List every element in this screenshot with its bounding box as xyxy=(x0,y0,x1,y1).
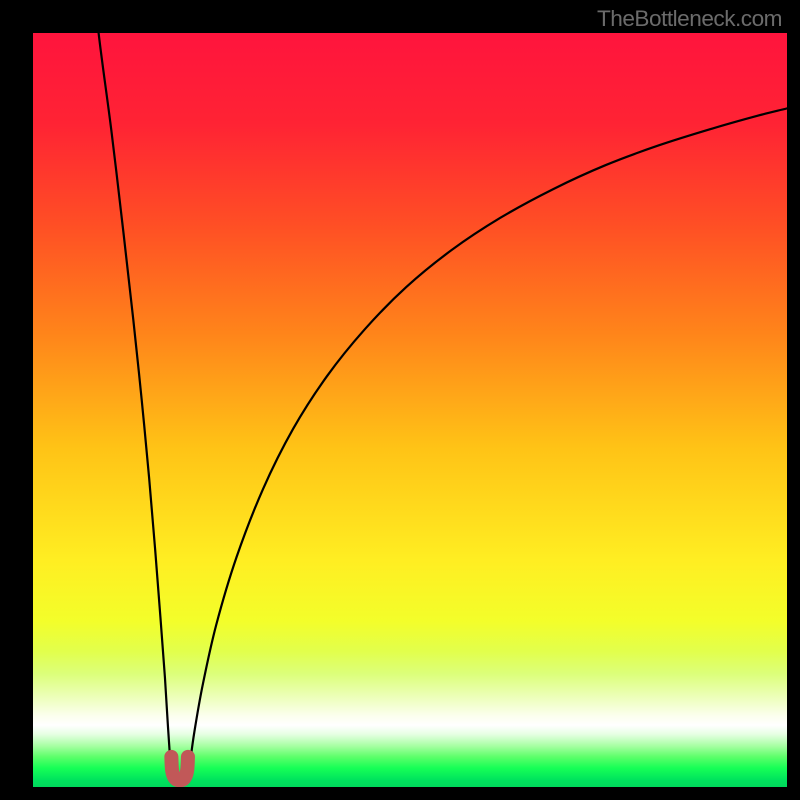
watermark-text: TheBottleneck.com xyxy=(597,6,782,32)
chart-svg xyxy=(0,0,800,800)
bottleneck-chart: TheBottleneck.com xyxy=(0,0,800,800)
